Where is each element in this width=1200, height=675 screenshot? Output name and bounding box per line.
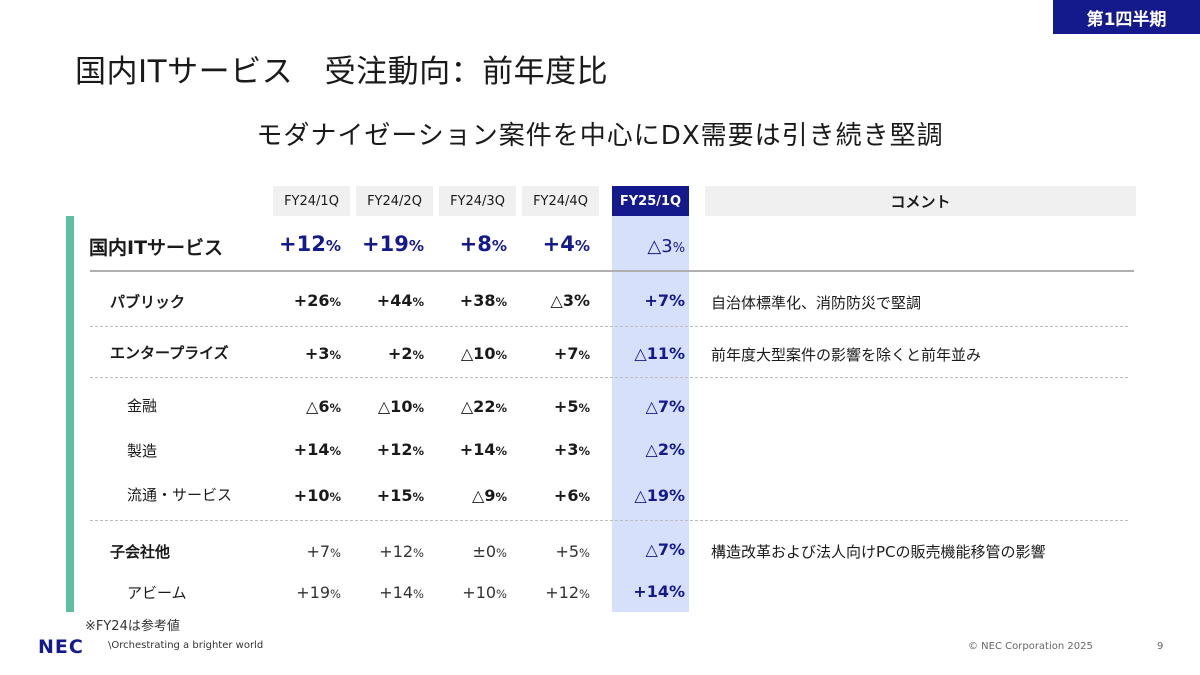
row-label-public: パブリック <box>110 293 186 311</box>
subsidiaries-fy24-3q: ±0% <box>472 542 507 561</box>
public-comment: 自治体標準化、消防防災で堅調 <box>711 294 922 312</box>
distribution-fy24-2q: +15% <box>376 486 424 505</box>
manufacturing-fy25-1q: △2% <box>645 440 685 459</box>
row-label-total: 国内ITサービス <box>89 237 224 259</box>
row-divider <box>90 326 1128 327</box>
public-fy24-3q: +38% <box>459 291 507 310</box>
finance-fy25-1q: △7% <box>645 397 685 416</box>
public-fy24-2q: +44% <box>376 291 424 310</box>
page-title: 国内ITサービス 受注動向：前年度比 <box>75 54 609 90</box>
distribution-fy24-4q: +6% <box>553 486 590 505</box>
total-fy25-1q: △3% <box>647 236 685 257</box>
total-fy24-4q: +4% <box>542 232 590 256</box>
finance-fy24-3q: △22% <box>460 397 507 416</box>
manufacturing-fy24-2q: +12% <box>376 440 424 459</box>
abeam-fy24-2q: +14% <box>379 583 424 602</box>
row-label-abeam: アビーム <box>127 584 187 602</box>
total-fy24-2q: +19% <box>362 232 424 256</box>
distribution-fy24-1q: +10% <box>293 486 341 505</box>
accent-bar <box>66 216 74 612</box>
subsidiaries-fy24-2q: +12% <box>379 542 424 561</box>
enterprise-comment: 前年度大型案件の影響を除くと前年並み <box>711 346 982 364</box>
col-header-fy24-4q: FY24/4Q <box>522 186 599 216</box>
enterprise-fy24-3q: △10% <box>460 344 507 363</box>
public-fy24-4q: △3% <box>550 291 590 310</box>
row-divider <box>90 377 1128 378</box>
distribution-fy25-1q: △19% <box>634 486 685 505</box>
tagline: \Orchestrating a brighter world <box>108 640 264 651</box>
page-number: 9 <box>1157 641 1164 652</box>
manufacturing-fy24-1q: +14% <box>293 440 341 459</box>
quarter-badge: 第1四半期 <box>1053 0 1200 34</box>
manufacturing-fy24-4q: +3% <box>553 440 590 459</box>
col-header-fy24-2q: FY24/2Q <box>356 186 433 216</box>
public-fy25-1q: +7% <box>644 291 685 310</box>
enterprise-fy24-1q: +3% <box>304 344 341 363</box>
abeam-fy25-1q: +14% <box>633 582 685 601</box>
subsidiaries-fy25-1q: △7% <box>645 540 685 559</box>
finance-fy24-1q: △6% <box>306 397 341 416</box>
nec-logo: NEC <box>38 636 84 658</box>
row-divider <box>90 520 1128 521</box>
abeam-fy24-4q: +12% <box>545 583 590 602</box>
current-quarter-highlight <box>612 186 689 612</box>
subsidiaries-fy24-4q: +5% <box>555 542 590 561</box>
finance-fy24-4q: +5% <box>553 397 590 416</box>
row-label-distribution: 流通・サービス <box>127 486 233 504</box>
abeam-fy24-3q: +10% <box>462 583 507 602</box>
manufacturing-fy24-3q: +14% <box>459 440 507 459</box>
subsidiaries-comment: 構造改革および法人向けPCの販売機能移管の影響 <box>711 543 1046 561</box>
footnote: ※FY24は参考値 <box>85 619 180 634</box>
enterprise-fy25-1q: △11% <box>634 344 685 363</box>
total-divider <box>90 270 1134 272</box>
subsidiaries-fy24-1q: +7% <box>306 542 341 561</box>
abeam-fy24-1q: +19% <box>296 583 341 602</box>
public-fy24-1q: +26% <box>293 291 341 310</box>
row-label-manufacturing: 製造 <box>127 442 158 460</box>
enterprise-fy24-4q: +7% <box>553 344 590 363</box>
col-header-comment: コメント <box>705 186 1136 216</box>
enterprise-fy24-2q: +2% <box>387 344 424 363</box>
row-label-enterprise: エンタープライズ <box>110 344 229 362</box>
distribution-fy24-3q: △9% <box>472 486 507 505</box>
total-fy24-1q: +12% <box>279 232 341 256</box>
col-header-fy24-3q: FY24/3Q <box>439 186 516 216</box>
col-header-fy25-1q: FY25/1Q <box>612 186 689 216</box>
col-header-fy24-1q: FY24/1Q <box>273 186 350 216</box>
page-subtitle: モダナイゼーション案件を中心にDX需要は引き続き堅調 <box>256 121 944 151</box>
total-fy24-3q: +8% <box>459 232 507 256</box>
row-label-subsidiaries: 子会社他 <box>110 543 171 561</box>
row-label-finance: 金融 <box>127 397 158 415</box>
copyright: © NEC Corporation 2025 <box>968 641 1093 652</box>
finance-fy24-2q: △10% <box>377 397 424 416</box>
